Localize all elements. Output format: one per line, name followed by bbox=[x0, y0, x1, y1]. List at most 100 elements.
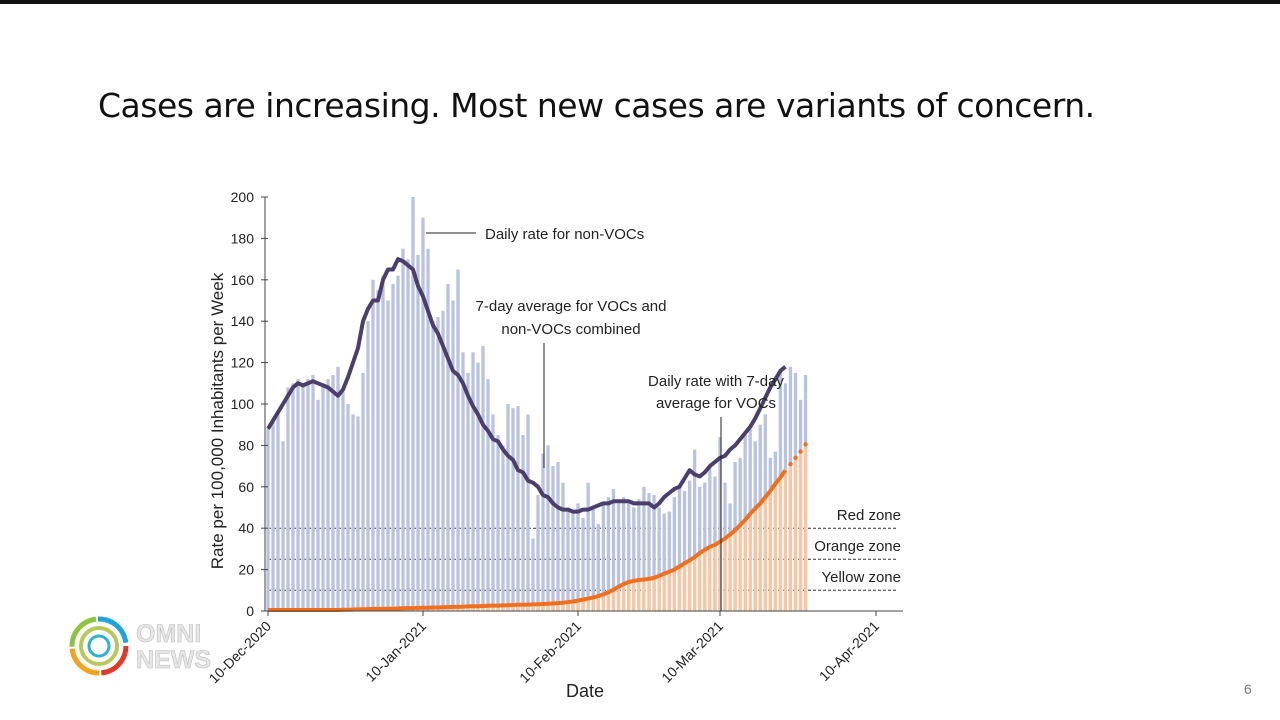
line-avg-voc bbox=[268, 469, 788, 612]
bar-voc bbox=[733, 530, 737, 611]
line-avg-voc-projection-point bbox=[793, 455, 798, 461]
zone-label: Orange zone bbox=[814, 538, 901, 555]
bar-non-voc bbox=[281, 441, 285, 611]
bar-voc bbox=[743, 519, 747, 611]
bar-non-voc bbox=[501, 445, 505, 611]
bar-voc bbox=[586, 598, 590, 611]
zone-label: Yellow zone bbox=[821, 569, 901, 586]
x-tick-label: 10-Jan-2021 bbox=[362, 618, 429, 685]
bar-non-voc bbox=[596, 524, 600, 611]
bar-non-voc bbox=[411, 197, 415, 611]
bar-non-voc bbox=[356, 416, 360, 611]
omni-news-logo: OMNI NEWS bbox=[69, 616, 211, 676]
bar-voc bbox=[682, 563, 687, 611]
bar-voc bbox=[763, 497, 767, 611]
bar-non-voc bbox=[703, 482, 707, 611]
bar-non-voc bbox=[692, 449, 697, 611]
bar-non-voc bbox=[687, 480, 692, 611]
bar-non-voc bbox=[351, 414, 355, 611]
bar-voc bbox=[788, 464, 793, 611]
bar-non-voc bbox=[346, 404, 350, 611]
bar-non-voc bbox=[667, 511, 671, 611]
bar-voc bbox=[531, 604, 535, 611]
bar-voc bbox=[637, 579, 641, 611]
bar-voc bbox=[793, 457, 798, 611]
bar-voc bbox=[652, 577, 656, 611]
bar-non-voc bbox=[698, 486, 702, 611]
bar-voc bbox=[723, 538, 727, 611]
bar-voc bbox=[758, 503, 762, 611]
bar-non-voc bbox=[271, 420, 275, 611]
bar-voc bbox=[703, 549, 707, 611]
top-border bbox=[0, 0, 1280, 4]
bar-non-voc bbox=[311, 375, 315, 611]
bar-non-voc bbox=[336, 366, 340, 611]
bar-non-voc bbox=[371, 279, 375, 611]
bar-voc bbox=[476, 606, 480, 611]
bar-voc bbox=[566, 602, 570, 611]
bar-non-voc bbox=[581, 517, 585, 611]
bar-non-voc bbox=[496, 435, 500, 611]
bar-non-voc bbox=[401, 248, 405, 611]
bar-voc bbox=[591, 597, 595, 611]
logo-line2: NEWS bbox=[136, 646, 211, 674]
bar-voc bbox=[662, 573, 666, 611]
bar-non-voc bbox=[511, 408, 515, 611]
bar-voc bbox=[647, 578, 651, 611]
bar-non-voc bbox=[331, 375, 335, 611]
bar-voc bbox=[486, 605, 490, 611]
bar-voc bbox=[692, 557, 697, 611]
x-tick-label: 10-Mar-2021 bbox=[658, 618, 726, 686]
bar-voc bbox=[521, 604, 525, 611]
bar-non-voc bbox=[296, 379, 300, 611]
bar-non-voc bbox=[621, 497, 626, 611]
bar-voc bbox=[783, 470, 788, 611]
bar-non-voc bbox=[546, 445, 550, 611]
annotation-voc-line1: Daily rate with 7-day bbox=[648, 373, 784, 390]
bar-non-voc bbox=[616, 503, 621, 611]
y-tick-label: 100 bbox=[231, 396, 255, 412]
annotation-non-voc: Daily rate for non-VOCs bbox=[485, 226, 644, 243]
x-tick-label: 10-Feb-2021 bbox=[516, 618, 584, 686]
bar-voc bbox=[738, 525, 742, 611]
bar-non-voc bbox=[361, 372, 365, 611]
bar-non-voc bbox=[366, 321, 370, 611]
bar-non-voc bbox=[306, 379, 310, 611]
bar-voc bbox=[667, 571, 671, 611]
bar-non-voc bbox=[291, 383, 295, 611]
bar-non-voc bbox=[436, 317, 440, 611]
bar-non-voc bbox=[376, 290, 380, 611]
bar-voc bbox=[713, 544, 717, 611]
bar-non-voc bbox=[476, 362, 480, 611]
y-tick-label: 20 bbox=[238, 562, 254, 578]
bar-non-voc bbox=[396, 275, 400, 611]
bar-non-voc bbox=[541, 453, 545, 611]
bar-non-voc bbox=[576, 503, 580, 611]
bar-non-voc bbox=[426, 248, 430, 611]
bar-non-voc bbox=[601, 503, 606, 611]
bar-non-voc bbox=[571, 511, 575, 611]
bar-non-voc bbox=[566, 507, 570, 611]
bar-voc bbox=[511, 604, 515, 611]
average-lines bbox=[266, 257, 808, 612]
bar-non-voc bbox=[647, 493, 651, 611]
bar-non-voc bbox=[301, 383, 305, 611]
bar-voc bbox=[491, 605, 495, 611]
bar-non-voc bbox=[672, 497, 677, 611]
y-tick-label: 180 bbox=[231, 230, 255, 246]
bar-non-voc bbox=[266, 428, 270, 611]
bar-voc bbox=[627, 582, 631, 611]
x-axis-label: Date bbox=[566, 681, 604, 701]
x-tick-label: 10-Apr-2021 bbox=[816, 618, 882, 684]
bar-voc bbox=[718, 541, 722, 611]
bar-voc bbox=[581, 599, 585, 611]
bar-voc bbox=[451, 606, 455, 611]
bar-voc bbox=[803, 444, 808, 611]
bar-non-voc bbox=[637, 499, 641, 611]
bar-voc bbox=[541, 603, 545, 611]
bar-non-voc bbox=[652, 495, 656, 611]
bar-non-voc bbox=[586, 482, 590, 611]
bar-voc bbox=[551, 603, 555, 611]
bar-non-voc bbox=[606, 497, 611, 611]
